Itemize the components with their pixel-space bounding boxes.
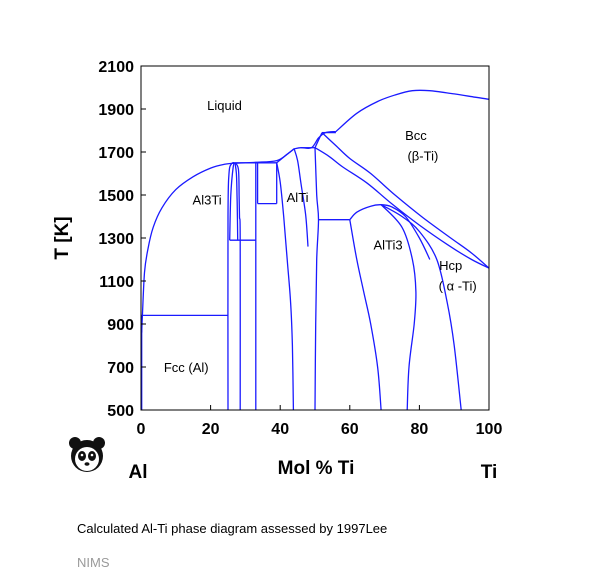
boundary-alti-left [276,162,295,411]
x-tick-label: 100 [476,421,503,438]
panda-icon [69,437,105,472]
boundary-alti3-right-side [380,204,417,411]
boundary-bcc-transus-2 [321,132,490,269]
source-credit: NIMS [77,555,110,570]
boundary-hcp-solvus [380,204,462,411]
region-label: Fcc (Al) [164,360,209,375]
x-tick-label: 40 [271,421,289,438]
x-tick-label: 60 [341,421,359,438]
region-label: (β-Ti) [407,148,438,163]
region-label: Bcc [405,128,427,143]
region-label: AlTi3 [374,238,403,253]
x-axis-title: Mol % Ti [278,458,355,479]
figure-caption: Calculated Al-Ti phase diagram assessed … [77,521,388,536]
region-label: Al3Ti [193,192,222,207]
y-axis-title: T [K] [52,216,73,259]
y-tick-label: 1100 [99,274,134,291]
boundary-al3ti-left-a [227,162,236,411]
y-tick-label: 700 [107,360,134,377]
boundary-al3ti-right-b [234,162,241,411]
boundary-liquidus-ti-side [335,89,490,133]
boundary-al3ti-left-b [229,162,236,241]
region-labels: Liquid Bcc (β-Ti) Al3Ti AlTi AlTi3 Hcp ( α -Ti)… [164,98,477,375]
boundary-liquidus-al-side [141,162,236,333]
x-tick-label: 0 [137,421,146,438]
phase-boundaries [141,89,490,411]
y-tick-label: 1500 [98,188,134,205]
boundary-al3ti-right-a [234,162,239,241]
x-tick-label: 80 [411,421,429,438]
boundary-bcc-transus-1 [314,147,490,269]
boundary-alti-right-upper [293,148,309,247]
y-tick-label: 2100 [98,59,134,76]
region-label: Liquid [207,98,242,113]
region-label: Hcp [439,258,462,273]
boundary-alti-left-top [276,148,295,164]
region-label: AlTi [287,190,309,205]
y-tick-label: 500 [107,403,134,420]
boundary-alti3-dome [349,204,431,260]
y-tick-label: 1900 [98,102,134,119]
boundary-alti-right-lower [314,147,320,411]
y-tick-label: 900 [107,317,134,334]
y-tick-label: 1300 [98,231,134,248]
phase-diagram: 0 20 40 60 80 100 500 700 900 1100 1300 1500 1700 190… [52,59,502,483]
end-label-al: Al [129,462,148,483]
axis-ticks: 0 20 40 60 80 100 500 700 900 1100 1300 1500 1700 190… [98,59,502,438]
y-tick-label: 1700 [98,145,134,162]
boundary-alti3-left-side [349,219,382,411]
boundary-alpha-solvus-top [314,132,323,148]
region-label: ( α -Ti) [439,278,477,293]
x-tick-label: 20 [202,421,220,438]
end-label-ti: Ti [481,462,498,483]
